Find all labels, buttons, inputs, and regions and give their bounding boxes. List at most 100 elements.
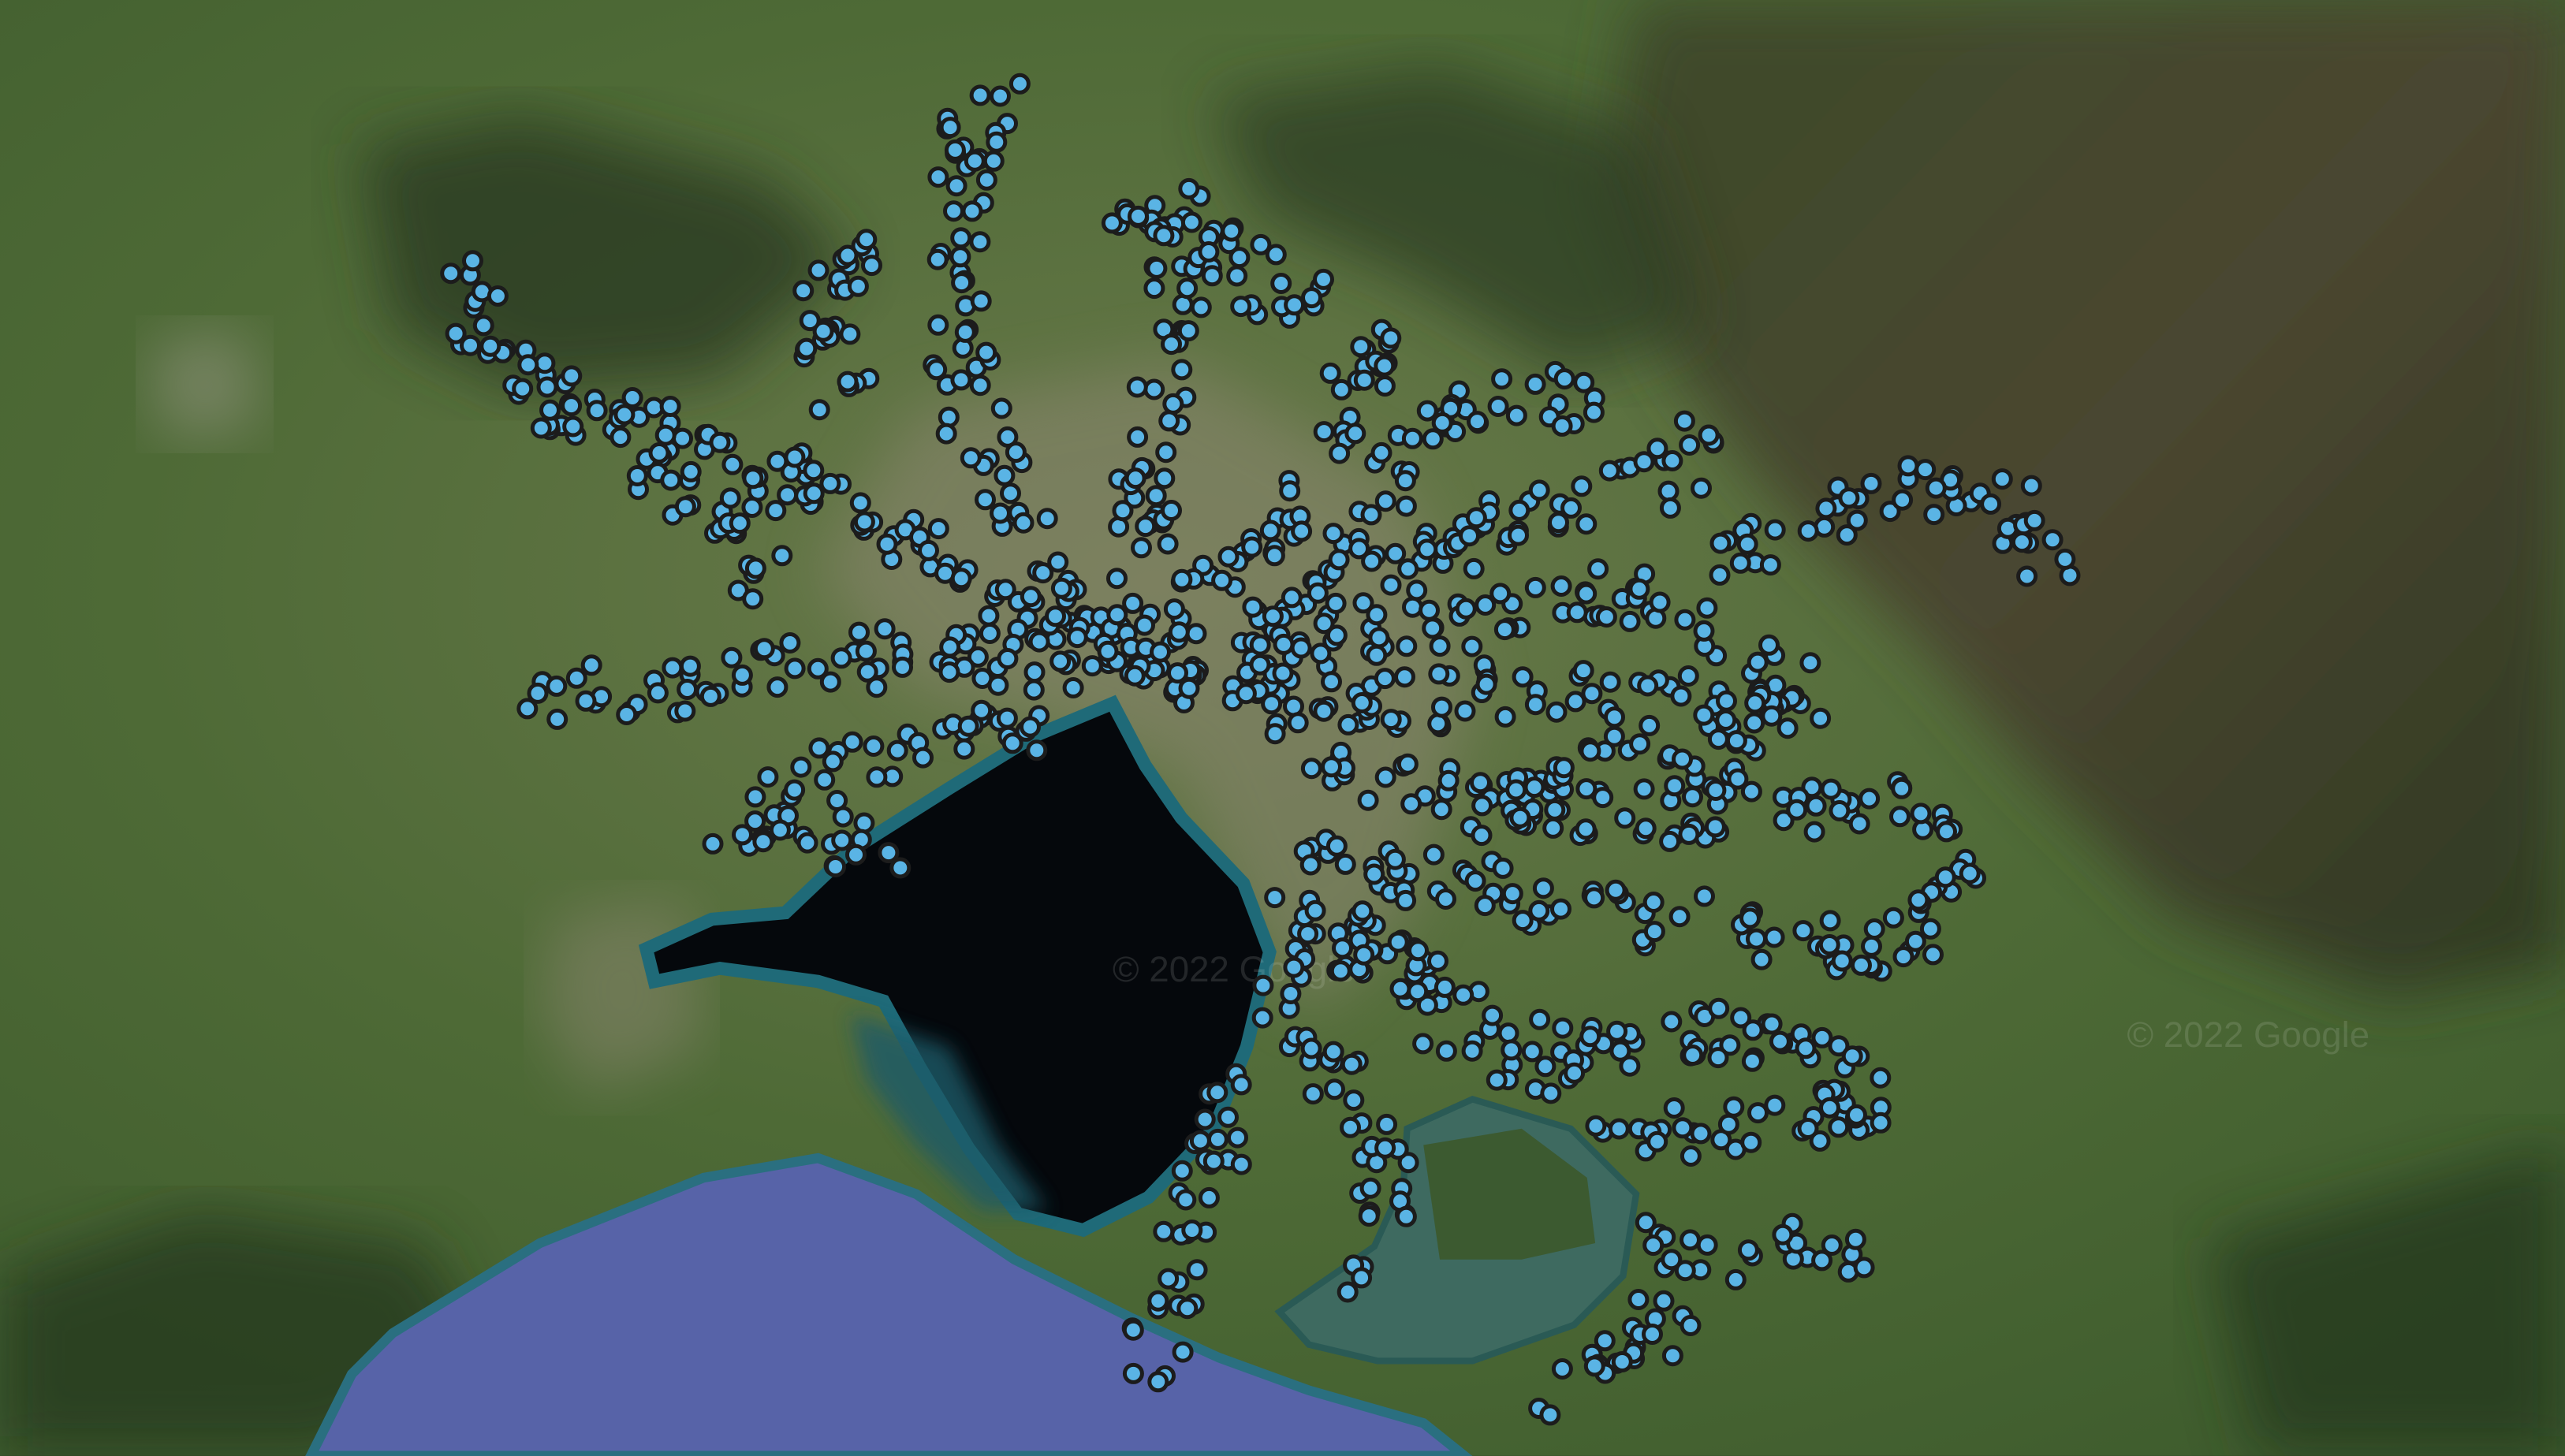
circle-marker-icon[interactable] xyxy=(1177,320,1199,342)
circle-marker-icon[interactable] xyxy=(1168,621,1190,643)
circle-marker-icon[interactable] xyxy=(1501,1039,1523,1061)
circle-marker-icon[interactable] xyxy=(709,431,731,453)
circle-marker-icon[interactable] xyxy=(1394,666,1415,688)
circle-marker-icon[interactable] xyxy=(961,200,983,222)
circle-marker-icon[interactable] xyxy=(1773,810,1795,832)
circle-marker-icon[interactable] xyxy=(1505,404,1527,426)
circle-marker-icon[interactable] xyxy=(1657,480,1680,502)
circle-marker-icon[interactable] xyxy=(1629,733,1651,755)
circle-marker-icon[interactable] xyxy=(792,280,815,302)
circle-marker-icon[interactable] xyxy=(1310,642,1332,665)
circle-marker-icon[interactable] xyxy=(1461,1040,1483,1062)
circle-marker-icon[interactable] xyxy=(1560,497,1582,519)
circle-marker-icon[interactable] xyxy=(1524,576,1546,598)
circle-marker-icon[interactable] xyxy=(1300,1037,1322,1059)
circle-marker-icon[interactable] xyxy=(832,806,854,828)
circle-marker-icon[interactable] xyxy=(769,819,791,841)
circle-marker-icon[interactable] xyxy=(1844,1228,1866,1250)
circle-marker-icon[interactable] xyxy=(1106,604,1128,626)
circle-marker-icon[interactable] xyxy=(1351,1267,1373,1289)
circle-marker-icon[interactable] xyxy=(1217,546,1240,568)
circle-marker-icon[interactable] xyxy=(1709,564,1731,586)
circle-marker-icon[interactable] xyxy=(975,341,997,363)
circle-marker-icon[interactable] xyxy=(1524,373,1546,395)
circle-marker-icon[interactable] xyxy=(1863,918,1885,940)
circle-marker-icon[interactable] xyxy=(1348,538,1370,560)
circle-marker-icon[interactable] xyxy=(1521,1041,1543,1063)
circle-marker-icon[interactable] xyxy=(546,675,568,697)
circle-marker-icon[interactable] xyxy=(517,354,539,376)
circle-marker-icon[interactable] xyxy=(944,139,966,161)
circle-marker-icon[interactable] xyxy=(1853,1257,1875,1279)
circle-marker-icon[interactable] xyxy=(1696,597,1718,619)
circle-marker-icon[interactable] xyxy=(1299,854,1322,876)
circle-marker-icon[interactable] xyxy=(1611,1351,1633,1372)
circle-marker-icon[interactable] xyxy=(721,646,743,668)
circle-marker-icon[interactable] xyxy=(1334,853,1356,875)
circle-marker-icon[interactable] xyxy=(753,638,775,660)
circle-marker-icon[interactable] xyxy=(1366,604,1388,626)
circle-marker-icon[interactable] xyxy=(1431,411,1453,434)
circle-marker-icon[interactable] xyxy=(1400,793,1422,815)
circle-marker-icon[interactable] xyxy=(1235,683,1257,705)
circle-marker-icon[interactable] xyxy=(1811,1249,1833,1272)
circle-marker-icon[interactable] xyxy=(1351,900,1374,922)
circle-marker-icon[interactable] xyxy=(1313,613,1335,635)
circle-marker-icon[interactable] xyxy=(1452,984,1475,1006)
circle-marker-icon[interactable] xyxy=(1743,712,1765,734)
circle-marker-icon[interactable] xyxy=(1270,273,1292,294)
circle-marker-icon[interactable] xyxy=(1861,935,1882,957)
circle-marker-icon[interactable] xyxy=(1291,520,1313,542)
circle-marker-icon[interactable] xyxy=(1489,583,1512,605)
circle-marker-icon[interactable] xyxy=(1402,596,1423,618)
circle-marker-icon[interactable] xyxy=(662,657,684,679)
circle-marker-icon[interactable] xyxy=(1324,1078,1345,1100)
circle-marker-icon[interactable] xyxy=(1494,706,1516,728)
circle-marker-icon[interactable] xyxy=(1583,887,1605,909)
circle-marker-icon[interactable] xyxy=(1353,369,1375,391)
circle-marker-icon[interactable] xyxy=(1329,960,1351,982)
circle-marker-icon[interactable] xyxy=(1322,1041,1344,1063)
circle-marker-icon[interactable] xyxy=(1551,415,1573,437)
circle-marker-icon[interactable] xyxy=(1428,663,1450,685)
circle-marker-icon[interactable] xyxy=(926,359,948,381)
circle-marker-icon[interactable] xyxy=(986,131,1008,153)
circle-marker-icon[interactable] xyxy=(1062,677,1084,698)
circle-marker-icon[interactable] xyxy=(1259,519,1281,542)
circle-marker-icon[interactable] xyxy=(1228,247,1251,269)
circle-marker-icon[interactable] xyxy=(1642,1234,1665,1257)
circle-marker-icon[interactable] xyxy=(1820,778,1842,800)
circle-marker-icon[interactable] xyxy=(1573,371,1595,393)
circle-marker-icon[interactable] xyxy=(822,750,844,773)
circle-marker-icon[interactable] xyxy=(1587,558,1609,580)
circle-marker-icon[interactable] xyxy=(1471,825,1493,847)
circle-marker-icon[interactable] xyxy=(1723,1096,1745,1118)
circle-marker-icon[interactable] xyxy=(1575,778,1598,800)
circle-marker-icon[interactable] xyxy=(1508,524,1529,546)
circle-marker-icon[interactable] xyxy=(1126,376,1148,398)
circle-marker-icon[interactable] xyxy=(1564,691,1586,713)
circle-marker-icon[interactable] xyxy=(953,738,975,760)
circle-marker-icon[interactable] xyxy=(654,424,677,446)
circle-marker-icon[interactable] xyxy=(752,831,774,853)
circle-marker-icon[interactable] xyxy=(765,500,787,522)
circle-marker-icon[interactable] xyxy=(527,682,549,704)
circle-marker-icon[interactable] xyxy=(1819,1097,1840,1119)
circle-marker-icon[interactable] xyxy=(1135,516,1157,538)
circle-marker-icon[interactable] xyxy=(1161,500,1182,521)
circle-marker-icon[interactable] xyxy=(1672,1117,1694,1139)
circle-marker-icon[interactable] xyxy=(1321,756,1342,778)
circle-marker-icon[interactable] xyxy=(886,739,908,762)
circle-marker-icon[interactable] xyxy=(1387,931,1409,953)
circle-marker-icon[interactable] xyxy=(825,856,847,877)
circle-marker-icon[interactable] xyxy=(856,661,878,683)
circle-marker-icon[interactable] xyxy=(1548,512,1569,534)
circle-marker-icon[interactable] xyxy=(1508,499,1530,521)
circle-marker-icon[interactable] xyxy=(562,415,584,438)
circle-marker-icon[interactable] xyxy=(1380,709,1402,731)
circle-marker-icon[interactable] xyxy=(1914,459,1937,481)
circle-marker-icon[interactable] xyxy=(1585,1115,1607,1137)
circle-marker-icon[interactable] xyxy=(779,632,801,654)
circle-marker-icon[interactable] xyxy=(610,426,632,449)
circle-marker-icon[interactable] xyxy=(742,467,764,490)
